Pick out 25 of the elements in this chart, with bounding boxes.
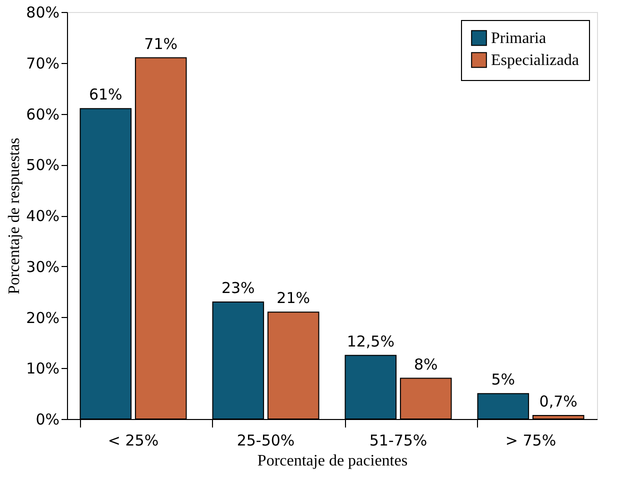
y-tick-label: 50%	[26, 156, 60, 174]
y-tick-label: 70%	[26, 54, 60, 72]
y-tick-label: 30%	[26, 258, 60, 276]
y-tick-label: 10%	[26, 360, 60, 378]
y-tick-label: 40%	[26, 207, 60, 225]
data-label: 12,5%	[346, 332, 394, 350]
data-label: 71%	[144, 34, 178, 53]
data-label: 21%	[276, 289, 310, 308]
x-tick-label: < 25%	[108, 432, 159, 450]
x-tick-label: > 75%	[505, 432, 556, 450]
x-tick-label: 51-75%	[369, 432, 428, 450]
data-label: 0,7%	[539, 392, 578, 410]
y-axis-title: Porcentaje de respuestas	[6, 138, 24, 294]
x-axis-title: Porcentaje de pacientes	[257, 452, 408, 470]
data-label: 61%	[88, 86, 122, 104]
data-label: 23%	[221, 278, 255, 297]
y-tick-label: 60%	[26, 105, 60, 124]
x-tick-label: 25-50%	[236, 432, 295, 450]
y-tick-label: 0%	[36, 410, 60, 428]
y-tick-label: 20%	[26, 308, 60, 327]
legend-label: Primaria	[491, 30, 546, 47]
legend-label: Especializada	[491, 52, 579, 69]
data-label: 8%	[414, 355, 438, 374]
y-tick-label: 80%	[26, 4, 60, 22]
data-label: 5%	[491, 370, 516, 389]
